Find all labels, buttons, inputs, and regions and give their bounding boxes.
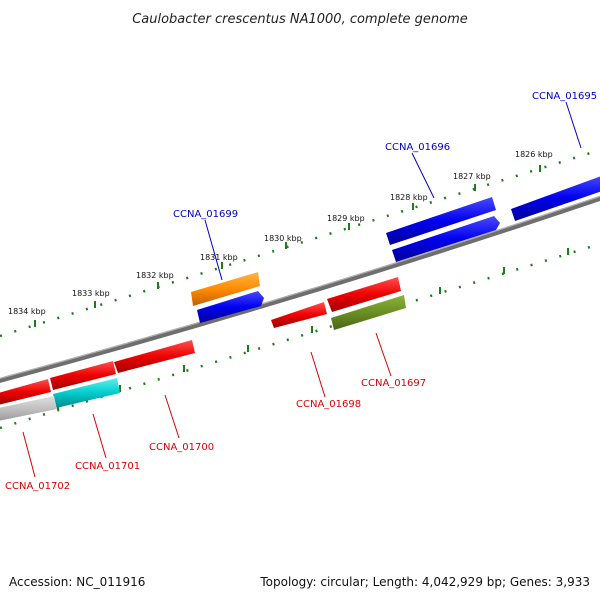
kbp-label: 1833 kbp (72, 289, 110, 298)
genome-backbone (0, 195, 600, 383)
kbp-label: 1828 kbp (390, 193, 428, 202)
gene-plus-feature[interactable] (392, 216, 500, 262)
gene-plus-feature[interactable] (197, 291, 264, 323)
gene-ccna-01701-feature[interactable] (53, 378, 120, 408)
kbp-label: 1830 kbp (264, 234, 302, 243)
gene-ccna-01699-feature[interactable] (191, 272, 260, 306)
gene-ccna-01695-feature[interactable] (511, 175, 600, 221)
kbp-label: 1834 kbp (8, 307, 46, 316)
gene-olive-feature[interactable] (331, 295, 406, 330)
gene-ccna-01696-feature[interactable] (386, 197, 496, 245)
kbp-label: 1832 kbp (136, 271, 174, 280)
gene-label-ccna-01702[interactable]: CCNA_01702 (5, 481, 70, 492)
leader-lines-bottom (22, 332, 392, 478)
upper-major-ticks (34, 165, 541, 327)
leader-lines-top (204, 101, 582, 281)
gene-label-ccna-01697[interactable]: CCNA_01697 (361, 378, 426, 389)
gene-label-ccna-01695[interactable]: CCNA_01695 (532, 91, 597, 102)
kbp-label: 1827 kbp (453, 172, 491, 181)
kbp-label: 1826 kbp (515, 150, 553, 159)
gene-label-ccna-01696[interactable]: CCNA_01696 (385, 142, 450, 153)
genome-info-text: Topology: circular; Length: 4,042,929 bp… (259, 575, 590, 589)
gene-ccna-01700-feature[interactable] (114, 340, 195, 373)
gene-ccna-01702-feature[interactable] (0, 396, 57, 421)
gene-ccna-01697-feature[interactable] (327, 277, 401, 312)
accession-text: Accession: NC_011916 (9, 575, 145, 589)
upper-tick-track (0, 148, 600, 338)
kbp-label: 1831 kbp (200, 253, 238, 262)
gene-ccna-01698-feature[interactable] (271, 302, 327, 328)
gene-label-ccna-01699[interactable]: CCNA_01699 (173, 209, 238, 220)
gene-label-ccna-01701[interactable]: CCNA_01701 (75, 461, 140, 472)
gene-red-feature[interactable] (0, 379, 51, 405)
gene-label-ccna-01698[interactable]: CCNA_01698 (296, 399, 361, 410)
kbp-label: 1829 kbp (327, 214, 365, 223)
gene-label-ccna-01700[interactable]: CCNA_01700 (149, 442, 214, 453)
lower-major-ticks (57, 248, 569, 410)
gene-red-feature[interactable] (50, 361, 116, 390)
map-title: Caulobacter crescentus NA1000, complete … (132, 12, 468, 27)
